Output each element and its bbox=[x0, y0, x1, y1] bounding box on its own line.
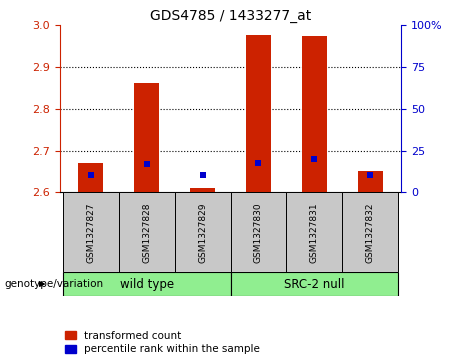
Text: GSM1327830: GSM1327830 bbox=[254, 202, 263, 263]
Text: SRC-2 null: SRC-2 null bbox=[284, 278, 345, 290]
Bar bbox=[175, 192, 230, 272]
Text: genotype/variation: genotype/variation bbox=[5, 279, 104, 289]
Title: GDS4785 / 1433277_at: GDS4785 / 1433277_at bbox=[150, 9, 311, 23]
Bar bbox=[78, 163, 103, 192]
Bar bbox=[230, 272, 398, 296]
Bar bbox=[358, 171, 383, 192]
Text: GSM1327828: GSM1327828 bbox=[142, 202, 151, 262]
Bar bbox=[286, 192, 343, 272]
Text: GSM1327832: GSM1327832 bbox=[366, 202, 375, 262]
Bar bbox=[118, 192, 175, 272]
Bar bbox=[302, 36, 327, 192]
Text: GSM1327827: GSM1327827 bbox=[86, 202, 95, 262]
Bar bbox=[343, 192, 398, 272]
Bar bbox=[230, 192, 286, 272]
Text: GSM1327831: GSM1327831 bbox=[310, 202, 319, 263]
Bar bbox=[134, 83, 159, 192]
Bar bbox=[63, 192, 118, 272]
Legend: transformed count, percentile rank within the sample: transformed count, percentile rank withi… bbox=[65, 331, 260, 354]
Text: GSM1327829: GSM1327829 bbox=[198, 202, 207, 262]
Bar bbox=[190, 188, 215, 192]
Bar bbox=[246, 36, 271, 192]
Text: wild type: wild type bbox=[119, 278, 174, 290]
Bar bbox=[63, 272, 230, 296]
